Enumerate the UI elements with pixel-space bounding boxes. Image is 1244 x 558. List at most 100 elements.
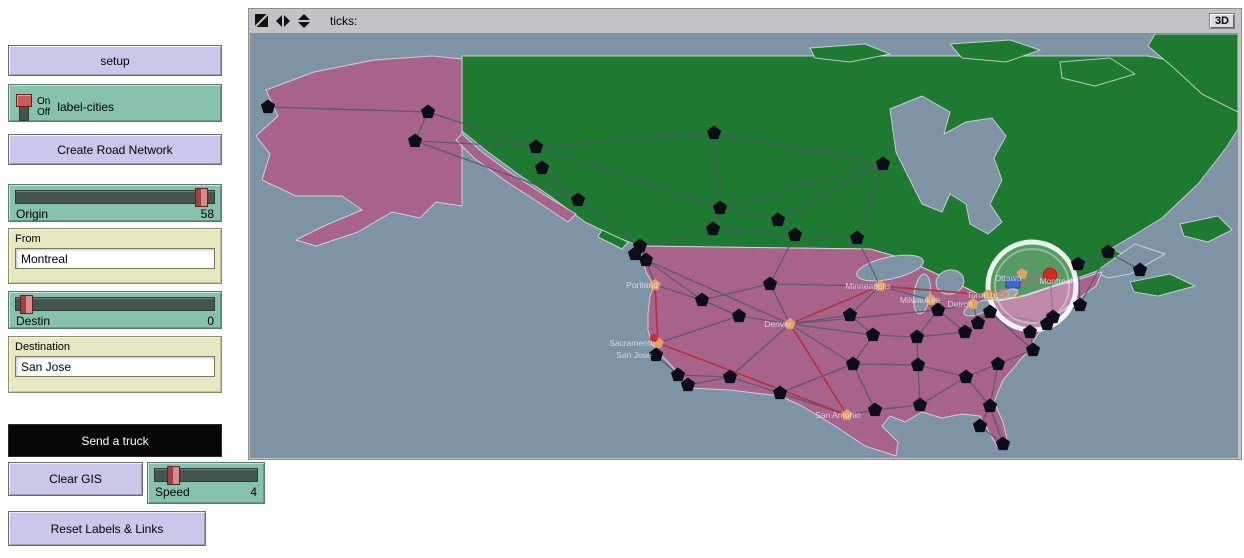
truck-agent[interactable] (1005, 277, 1021, 289)
origin-slider-label: Origin (16, 207, 49, 221)
origin-slider-track[interactable] (15, 188, 215, 207)
city-node-newyork (1039, 316, 1055, 331)
reset-labels-links-label: Reset Labels & Links (50, 521, 164, 536)
city-node-houston (867, 402, 883, 417)
city-node-minneapolis (874, 280, 886, 291)
from-input-label: From (15, 233, 41, 245)
city-node-sanantonio (841, 409, 853, 420)
world-view-widget: ticks: 3D (248, 8, 1242, 460)
city-node-nome (260, 99, 276, 114)
speed-slider-handle[interactable] (167, 466, 181, 485)
city-node-winnipeg (849, 230, 865, 245)
city-node-watson (534, 160, 550, 175)
svg-text:Detroit: Detroit (947, 299, 973, 309)
destin-slider-track[interactable] (15, 295, 215, 314)
destin-slider-value: 0 (207, 314, 214, 328)
speed-slider[interactable]: Speed 4 (147, 462, 265, 504)
city-node-stlouis (909, 329, 925, 344)
arctic-island-1 (949, 39, 1041, 63)
send-a-truck-label: Send a truck (81, 433, 149, 448)
city-node-jacksonville (982, 398, 998, 413)
north-america-landmass (255, 34, 1238, 457)
switch-on-off-labels: On Off (37, 96, 50, 119)
destination-input-widget: Destination San Jose (8, 336, 222, 393)
destin-slider[interactable]: Destin 0 (8, 291, 222, 329)
city-node-billings (762, 276, 778, 291)
arctic-island-2 (809, 43, 891, 63)
city-node-indianapolis (957, 324, 973, 339)
city-node-ottawa (1016, 268, 1028, 279)
canada-shape (461, 55, 1238, 302)
svg-text:Minneapolis: Minneapolis (845, 281, 890, 291)
create-road-network-button[interactable]: Create Road Network (8, 134, 222, 165)
horizontal-arrows-icon[interactable] (276, 14, 290, 28)
alaska-shape (255, 55, 463, 247)
setup-button[interactable]: setup (8, 45, 222, 76)
city-node-sandiego (680, 377, 696, 392)
speed-slider-value: 4 (250, 485, 257, 499)
city-node-detroit (967, 298, 979, 309)
city-node-miami (995, 436, 1011, 451)
city-node-chicago (930, 302, 946, 317)
city-node-fairbanks (420, 104, 436, 119)
from-input-field[interactable]: Montreal (15, 248, 215, 269)
lake-superior (856, 254, 924, 282)
city-node-omaha (842, 307, 858, 322)
speed-slider-track[interactable] (154, 466, 258, 485)
origin-slider-handle[interactable] (195, 188, 209, 207)
switch-off-label: Off (37, 107, 51, 118)
clear-gis-button[interactable]: Clear GIS (8, 462, 143, 496)
city-node-kansascity (865, 327, 881, 342)
city-node-quebec (1070, 256, 1086, 271)
city-node-saltlake (731, 308, 747, 323)
vertical-arrows-icon[interactable] (297, 14, 311, 28)
city-node-memphis (910, 357, 926, 372)
destin-slider-handle[interactable] (19, 295, 33, 314)
switch-knob[interactable] (16, 93, 32, 107)
city-node-pittsburgh (982, 304, 998, 319)
view-3d-button[interactable]: 3D (1208, 13, 1235, 29)
city-node-tampa (972, 418, 988, 433)
city-node-portlandme (1072, 297, 1088, 312)
clear-gis-label: Clear GIS (49, 472, 102, 486)
city-node-edmonton (712, 200, 728, 215)
switch-toggle-handle[interactable] (16, 93, 32, 121)
origin-slider[interactable]: Origin 58 (8, 184, 222, 222)
city-node-atlanta (958, 369, 974, 384)
newfoundland (1179, 215, 1233, 243)
resize-diagonal-icon[interactable] (255, 14, 269, 28)
city-node-elpaso (772, 385, 788, 400)
world-canvas[interactable]: Portland Sacramento San Jose Denver Minneapo… (250, 33, 1238, 458)
city-node-denver (784, 318, 796, 329)
city-node-seattle (638, 252, 654, 267)
city-node-washington (1025, 342, 1041, 357)
watch-highlight-circle (985, 239, 1079, 333)
origin-slider-value: 58 (200, 207, 214, 221)
city-nodes[interactable] (260, 99, 1148, 451)
svg-text:Toronto: Toronto (967, 290, 996, 300)
vancouver-island (597, 229, 629, 250)
ticks-counter-label: ticks: (330, 14, 358, 28)
svg-text:Truck 62: Truck 62 (987, 289, 1020, 299)
city-labels: Portland Sacramento San Jose Denver Minneapo… (609, 273, 1073, 420)
hudson-bay (889, 95, 1007, 235)
send-a-truck-button[interactable]: Send a truck (8, 424, 222, 457)
speed-slider-label: Speed (155, 485, 190, 499)
svg-text:San Antonio: San Antonio (815, 410, 861, 420)
greenland-shape (1147, 34, 1238, 113)
reset-labels-links-button[interactable]: Reset Labels & Links (8, 511, 206, 546)
label-cities-switch[interactable]: On Off label-cities (8, 84, 222, 122)
create-road-network-label: Create Road Network (57, 142, 173, 157)
svg-text:Montreal: Montreal (1039, 276, 1072, 286)
city-node-philadelphia (1022, 324, 1038, 339)
destination-input-label: Destination (15, 341, 71, 353)
city-node-sanjose (648, 347, 664, 362)
destination-input-field[interactable]: San Jose (15, 356, 215, 377)
city-node-halifax (1132, 262, 1148, 277)
city-node-phoenix (722, 369, 738, 384)
city-node-calgary (705, 221, 721, 236)
destin-slider-label: Destin (16, 314, 51, 328)
from-input-widget: From Montreal (8, 228, 222, 284)
arctic-island-3 (1059, 57, 1136, 87)
